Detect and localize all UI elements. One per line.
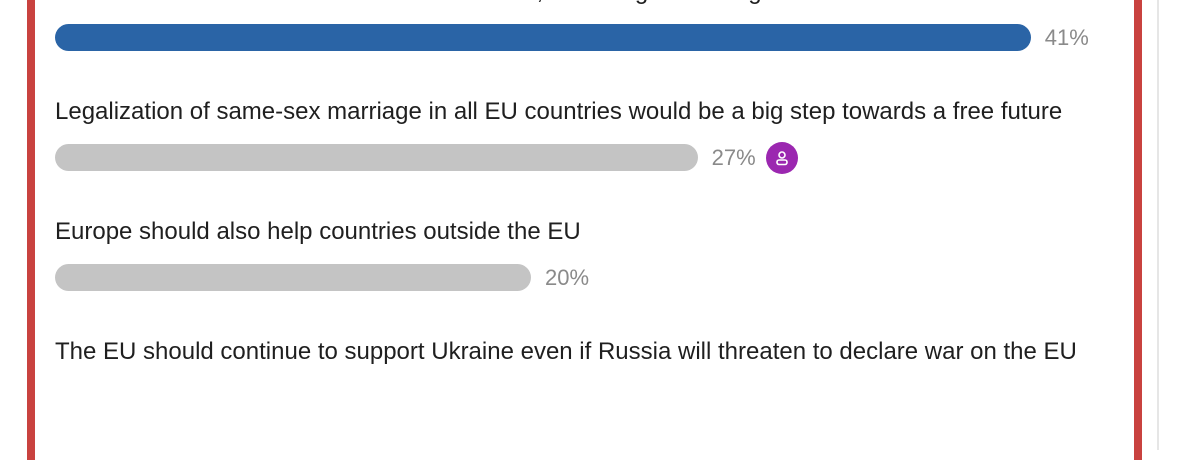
result-row: 41%	[55, 24, 1135, 51]
option-text: Europe should also help countries outsid…	[55, 218, 581, 245]
poll-option[interactable]: Legalization of same-sex marriage in all…	[55, 94, 1135, 174]
page: There should be more sanctions for count…	[27, 0, 1159, 460]
poll-option[interactable]: There should be more sanctions for count…	[55, 0, 1135, 51]
user-glyph	[775, 150, 788, 165]
result-bar	[55, 264, 531, 291]
option-text: The EU should continue to support Ukrain…	[55, 338, 1077, 365]
result-row: 20%	[55, 264, 1135, 291]
poll-option[interactable]: Europe should also help countries outsid…	[55, 214, 1135, 291]
percent-label: 20%	[545, 264, 590, 290]
poll-options: There should be more sanctions for count…	[55, 0, 1135, 370]
scroll-edge	[1157, 0, 1159, 450]
option-text: Legalization of same-sex marriage in all…	[55, 98, 1063, 125]
percent-label: 41%	[1044, 24, 1089, 50]
result-bar	[55, 24, 1031, 51]
poll-option[interactable]: The EU should continue to support Ukrain…	[55, 334, 1135, 370]
voter-icon[interactable]	[765, 141, 798, 174]
card-frame	[27, 0, 1142, 460]
result-row: 27%	[55, 141, 1135, 174]
option-text: There should be more sanctions for count…	[55, 0, 1135, 10]
percent-label: 27%	[711, 144, 756, 170]
result-bar	[55, 144, 698, 171]
